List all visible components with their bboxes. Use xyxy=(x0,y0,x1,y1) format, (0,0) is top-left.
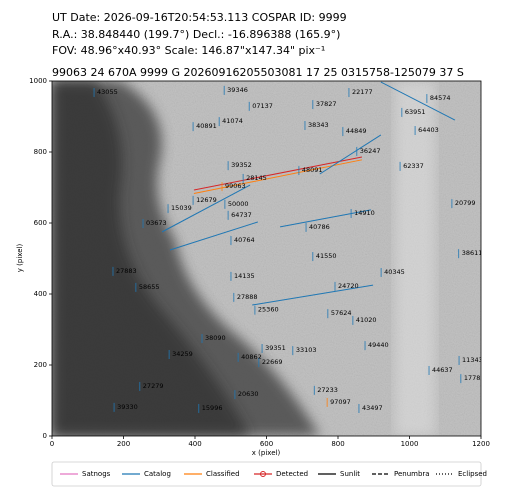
title-line: FOV: 48.96°x40.93° Scale: 146.87"x147.34… xyxy=(52,44,325,57)
satellite-label: 41074 xyxy=(222,117,243,125)
satellite-label: 14135 xyxy=(234,272,255,280)
satellite-label: 44637 xyxy=(432,366,453,374)
legend-label: Catalog xyxy=(144,470,171,478)
satellite-label: 27888 xyxy=(237,293,258,301)
satellite-label: 40345 xyxy=(384,268,405,276)
satellite-label: 48091 xyxy=(302,166,323,174)
satellite-label: 17783 xyxy=(464,374,485,382)
satellite-label: 22177 xyxy=(352,88,373,96)
satellite-label: 40862 xyxy=(241,353,262,361)
satellite-label: 37827 xyxy=(316,100,337,108)
y-tick-label: 400 xyxy=(34,290,47,298)
satellite-label: 38611 xyxy=(462,249,483,257)
satellite-label: 97097 xyxy=(330,398,351,406)
satellite-label: 11343 xyxy=(462,356,483,364)
legend-marker xyxy=(260,471,266,477)
satellite-label: 27233 xyxy=(317,386,338,394)
y-axis-label: y (pixel) xyxy=(16,244,24,273)
satellite-label: 64737 xyxy=(231,211,252,219)
satellite-label: 20799 xyxy=(455,199,476,207)
satellite-label: 99063 xyxy=(225,182,246,190)
legend-label: Classified xyxy=(206,470,240,478)
satellite-label: 38343 xyxy=(308,121,329,129)
satellite-label: 41020 xyxy=(356,316,377,324)
satellite-label: 39330 xyxy=(117,403,138,411)
title-line: UT Date: 2026-09-16T20:54:53.113 COSPAR … xyxy=(52,11,347,24)
satellite-label: 20630 xyxy=(238,390,259,398)
x-tick-label: 600 xyxy=(260,440,273,448)
satellite-label: 24720 xyxy=(338,282,359,290)
satellite-label: 43055 xyxy=(97,88,118,96)
satellite-label: 22669 xyxy=(262,358,283,366)
track xyxy=(380,81,456,121)
x-tick-label: 0 xyxy=(50,440,54,448)
satellite-label: 63951 xyxy=(405,108,426,116)
legend-label: Satnogs xyxy=(82,470,111,478)
satellite-label: 12679 xyxy=(196,196,217,204)
satellite-label: 40764 xyxy=(234,236,255,244)
satellite-label: 62337 xyxy=(403,162,424,170)
satellite-label: 34259 xyxy=(172,350,193,358)
track xyxy=(169,221,259,251)
satellite-label: 44849 xyxy=(346,127,367,135)
x-tick-label: 800 xyxy=(331,440,344,448)
x-tick-label: 200 xyxy=(117,440,130,448)
satellite-label: 84574 xyxy=(430,94,451,102)
title-line: R.A.: 38.848440 (199.7°) Decl.: -16.8963… xyxy=(52,28,340,41)
satellite-label: 43497 xyxy=(362,404,383,412)
satellite-label: 15996 xyxy=(202,404,223,412)
satellite-label: 38090 xyxy=(205,334,226,342)
legend-label: Detected xyxy=(276,470,308,478)
y-tick-label: 200 xyxy=(34,361,47,369)
satellite-label: 27883 xyxy=(116,267,137,275)
satellite-label: 07137 xyxy=(252,102,273,110)
satellite-label: 50000 xyxy=(228,200,249,208)
sky-image xyxy=(52,81,481,436)
satellite-label: 39352 xyxy=(231,161,252,169)
satellite-label: 36247 xyxy=(360,147,381,155)
x-tick-label: 1200 xyxy=(472,440,490,448)
satellite-label: 03673 xyxy=(146,219,167,227)
subtitle: 99063 24 670A 9999 G 20260916205503081 1… xyxy=(52,66,464,79)
satellite-label: 27279 xyxy=(143,382,164,390)
track xyxy=(161,184,251,233)
satellite-label: 58655 xyxy=(139,283,160,291)
x-tick-label: 400 xyxy=(188,440,201,448)
y-tick-label: 600 xyxy=(34,219,47,227)
legend-label: Eclipsed xyxy=(458,470,487,478)
x-tick-label: 1000 xyxy=(401,440,419,448)
satellite-label: 64403 xyxy=(418,126,439,134)
satellite-label: 28145 xyxy=(246,174,267,182)
satellite-label: 57624 xyxy=(331,309,352,317)
satellite-label: 25360 xyxy=(258,306,279,314)
legend-label: Sunlit xyxy=(340,470,360,478)
satellite-label: 15039 xyxy=(171,204,192,212)
satellite-label: 33103 xyxy=(296,346,317,354)
satellite-label: 40891 xyxy=(196,122,217,130)
track xyxy=(319,134,382,175)
x-axis-label: x (pixel) xyxy=(252,449,281,457)
satellite-label: 39346 xyxy=(227,86,248,94)
track xyxy=(252,284,374,306)
y-tick-label: 800 xyxy=(34,148,47,156)
satellite-label: 41550 xyxy=(316,252,337,260)
satellite-label: 14910 xyxy=(354,209,375,217)
legend-label: Penumbra xyxy=(394,470,430,478)
satellite-label: 49440 xyxy=(368,341,389,349)
y-tick-label: 1000 xyxy=(29,77,47,85)
track xyxy=(279,209,371,228)
satellite-label: 39351 xyxy=(265,344,286,352)
y-tick-label: 0 xyxy=(43,432,47,440)
satellite-label: 40786 xyxy=(309,223,330,231)
